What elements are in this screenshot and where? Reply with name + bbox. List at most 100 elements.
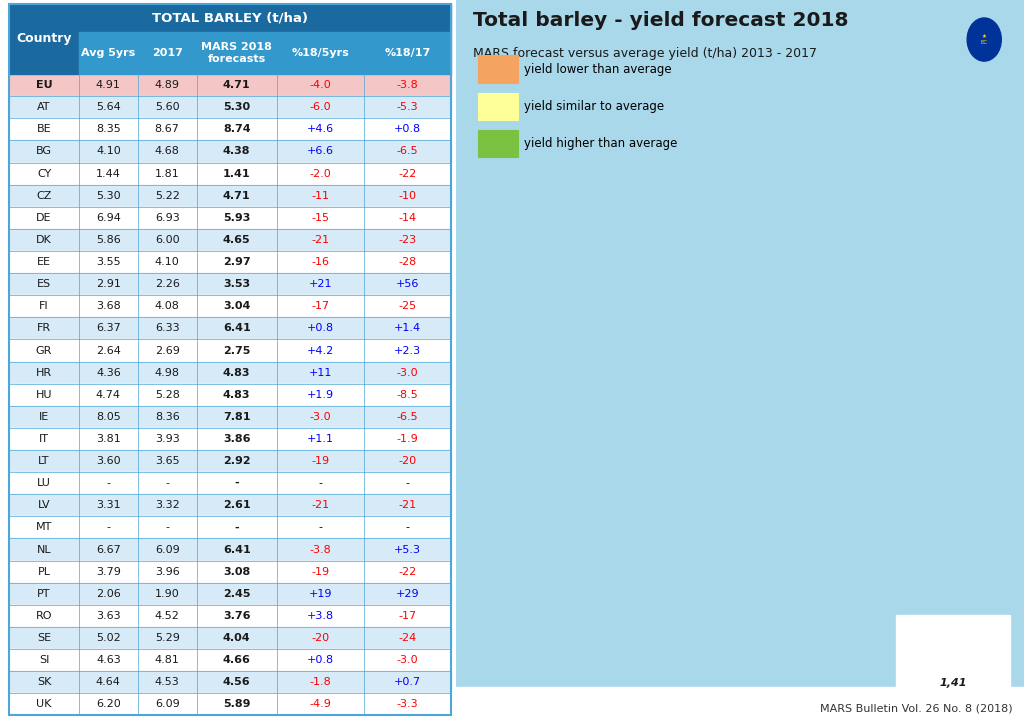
Text: 3.76: 3.76 [223,611,251,621]
Text: MT: MT [36,523,52,533]
Text: 6.00: 6.00 [155,235,179,245]
Text: +21: +21 [309,279,332,289]
Text: -6.5: -6.5 [396,412,419,422]
Bar [478,130,518,157]
Text: %18/5yrs: %18/5yrs [292,48,349,58]
Bar [9,539,452,561]
Text: 5.60: 5.60 [155,102,179,112]
Text: yield lower than average: yield lower than average [524,63,672,75]
Text: CZ: CZ [36,191,52,201]
Text: -19: -19 [311,456,330,466]
Text: -6.5: -6.5 [396,147,419,157]
Text: +0.8: +0.8 [307,655,334,665]
Text: -25: -25 [398,301,417,311]
Text: -17: -17 [398,611,417,621]
Text: 6.67: 6.67 [96,544,121,554]
Text: 3.79: 3.79 [96,567,121,577]
Bar [9,273,452,296]
Text: -: - [165,478,169,488]
Text: yield higher than average: yield higher than average [524,137,677,150]
Text: +5.3: +5.3 [394,544,421,554]
Text: 4.71: 4.71 [223,80,251,90]
Text: 2.69: 2.69 [155,346,179,355]
Bar [9,561,452,582]
Text: -3.3: -3.3 [396,700,419,710]
Text: HR: HR [36,367,52,377]
Text: 4.68: 4.68 [155,147,179,157]
Text: -1.8: -1.8 [309,677,332,687]
Text: 3.96: 3.96 [155,567,179,577]
Bar [896,615,1010,701]
Text: 5.28: 5.28 [155,390,179,400]
Text: -3.0: -3.0 [396,367,419,377]
Text: 4.10: 4.10 [96,147,121,157]
Text: -: - [318,478,323,488]
Text: 2.92: 2.92 [223,456,251,466]
Text: +19: +19 [309,589,332,599]
Text: MARS Bulletin Vol. 26 No. 8 (2018): MARS Bulletin Vol. 26 No. 8 (2018) [820,703,1013,713]
Text: SI: SI [39,655,49,665]
Text: yield similar to average: yield similar to average [524,100,664,113]
Text: UK: UK [36,700,52,710]
Text: +56: +56 [396,279,419,289]
Text: -: - [234,523,239,533]
Text: 2.91: 2.91 [96,279,121,289]
Bar [9,296,452,317]
Text: 4.64: 4.64 [96,677,121,687]
Text: 4.36: 4.36 [96,367,121,377]
Bar [9,605,452,627]
Text: 4.38: 4.38 [223,147,251,157]
Text: -: - [234,478,239,488]
Text: 5.02: 5.02 [96,633,121,643]
Text: 1.90: 1.90 [155,589,179,599]
Text: 4.83: 4.83 [223,367,251,377]
Text: 5.30: 5.30 [223,102,250,112]
Text: -: - [106,478,111,488]
Text: +2.3: +2.3 [394,346,421,355]
Text: 5.64: 5.64 [96,102,121,112]
Text: +0.7: +0.7 [394,677,421,687]
Text: 3.81: 3.81 [96,434,121,444]
Text: CY: CY [37,168,51,178]
Text: -20: -20 [398,456,417,466]
Bar [9,96,452,119]
Text: -15: -15 [311,213,330,223]
Bar [9,4,79,32]
Text: Country: Country [16,32,72,45]
Text: -3.0: -3.0 [396,655,419,665]
Text: 2.61: 2.61 [223,500,251,510]
Text: -: - [165,523,169,533]
Text: -21: -21 [311,235,330,245]
Text: -: - [318,523,323,533]
Text: 4.52: 4.52 [155,611,179,621]
Bar [9,162,452,185]
Text: 4.91: 4.91 [96,80,121,90]
Text: 4.66: 4.66 [223,655,251,665]
Text: RO: RO [36,611,52,621]
Text: +0.8: +0.8 [394,124,421,134]
Bar [9,649,452,671]
Text: -19: -19 [311,567,330,577]
Text: +1.9: +1.9 [307,390,334,400]
Circle shape [967,18,1001,61]
Text: +3.8: +3.8 [307,611,334,621]
Text: +6.6: +6.6 [307,147,334,157]
Text: -21: -21 [398,500,417,510]
Text: PL: PL [38,567,50,577]
Bar [9,627,452,649]
Text: 4.81: 4.81 [155,655,179,665]
Text: 2.64: 2.64 [96,346,121,355]
Text: 2.06: 2.06 [96,589,121,599]
Bar [9,693,452,715]
Text: -6.0: -6.0 [309,102,332,112]
Text: IT: IT [39,434,49,444]
Text: 5.86: 5.86 [96,235,121,245]
Text: 4.10: 4.10 [155,257,179,267]
Bar [9,185,452,207]
Text: 2.97: 2.97 [223,257,251,267]
Text: BE: BE [37,124,51,134]
Text: 6.93: 6.93 [155,213,179,223]
Text: 3.55: 3.55 [96,257,121,267]
Text: 8.74: 8.74 [223,124,251,134]
Text: 4.65: 4.65 [223,235,251,245]
